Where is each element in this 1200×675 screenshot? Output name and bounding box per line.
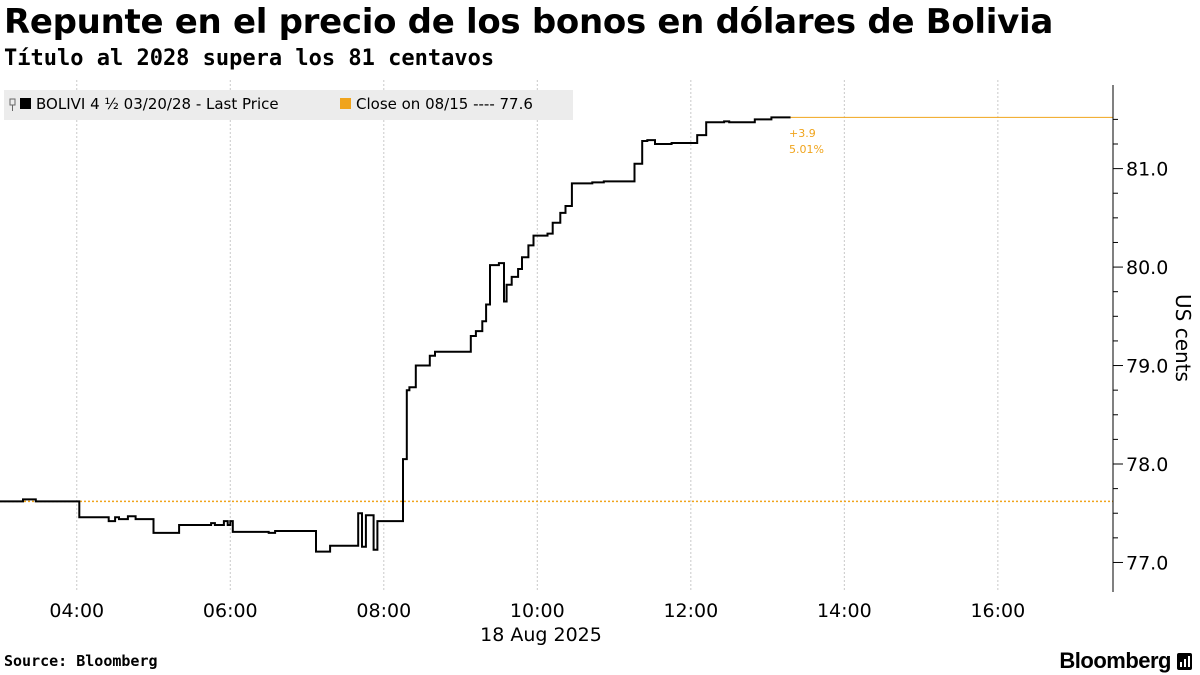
change-annotation: +3.9 xyxy=(789,127,816,140)
price-series-line xyxy=(0,116,791,553)
legend-series-label: BOLIVI 4 ½ 03/20/28 - Last Price xyxy=(36,95,279,113)
x-tick-label: 12:00 xyxy=(663,600,718,622)
axes: 04:00 06:00 08:00 10:00 12:00 14:00 16:00 77.0 7… xyxy=(49,85,1168,622)
y-tick-label: 79.0 xyxy=(1126,356,1168,378)
legend-close-label: Close on 08/15 ---- 77.6 xyxy=(356,95,533,113)
gridlines xyxy=(76,80,999,592)
change-pct-annotation: 5.01% xyxy=(789,143,824,156)
x-tick-label: 08:00 xyxy=(356,600,411,622)
y-tick-label: 80.0 xyxy=(1126,257,1168,279)
legend-close-swatch xyxy=(340,98,351,109)
chart-subtitle: Título al 2028 supera los 81 centavos xyxy=(4,46,495,71)
legend-background xyxy=(4,90,573,120)
legend: BOLIVI 4 ½ 03/20/28 - Last Price Close o… xyxy=(4,90,573,120)
chart-title: Repunte en el precio de los bonos en dól… xyxy=(4,2,1053,42)
x-tick-label: 10:00 xyxy=(510,600,565,622)
y-tick-label: 78.0 xyxy=(1126,454,1168,476)
x-tick-label: 16:00 xyxy=(970,600,1025,622)
bloomberg-terminal-icon xyxy=(1177,652,1192,670)
y-tick-label: 77.0 xyxy=(1126,552,1168,574)
source-note: Source: Bloomberg xyxy=(4,652,158,670)
x-axis-label: 18 Aug 2025 xyxy=(480,624,602,646)
y-axis-label: US cents xyxy=(1171,294,1195,382)
series-layer xyxy=(0,116,1113,553)
x-tick-label: 14:00 xyxy=(817,600,872,622)
y-tick-label: 81.0 xyxy=(1126,159,1168,181)
legend-handle-icon xyxy=(9,98,16,111)
brand-logo: Bloomberg xyxy=(1059,648,1192,674)
brand-name: Bloomberg xyxy=(1059,648,1171,673)
x-tick-label: 04:00 xyxy=(49,600,104,622)
legend-series-swatch xyxy=(20,98,31,109)
x-tick-label: 06:00 xyxy=(203,600,258,622)
